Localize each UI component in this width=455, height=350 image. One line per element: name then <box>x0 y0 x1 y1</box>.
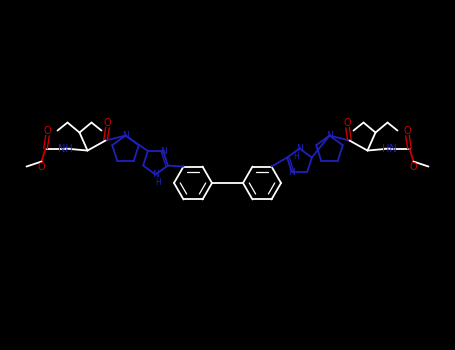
Text: NH: NH <box>58 144 73 154</box>
Text: H: H <box>293 152 299 161</box>
Text: N: N <box>152 170 159 179</box>
Text: N: N <box>296 144 303 153</box>
Text: N: N <box>160 147 167 155</box>
Text: N: N <box>122 131 129 140</box>
Text: O: O <box>44 126 51 135</box>
Text: N: N <box>326 131 333 140</box>
Text: HN: HN <box>382 144 397 154</box>
Text: O: O <box>38 162 46 172</box>
Text: O: O <box>344 118 351 127</box>
Text: O: O <box>410 162 417 172</box>
Text: N: N <box>288 168 295 176</box>
Text: H: H <box>156 178 162 187</box>
Text: O: O <box>404 126 411 135</box>
Text: O: O <box>104 118 111 127</box>
